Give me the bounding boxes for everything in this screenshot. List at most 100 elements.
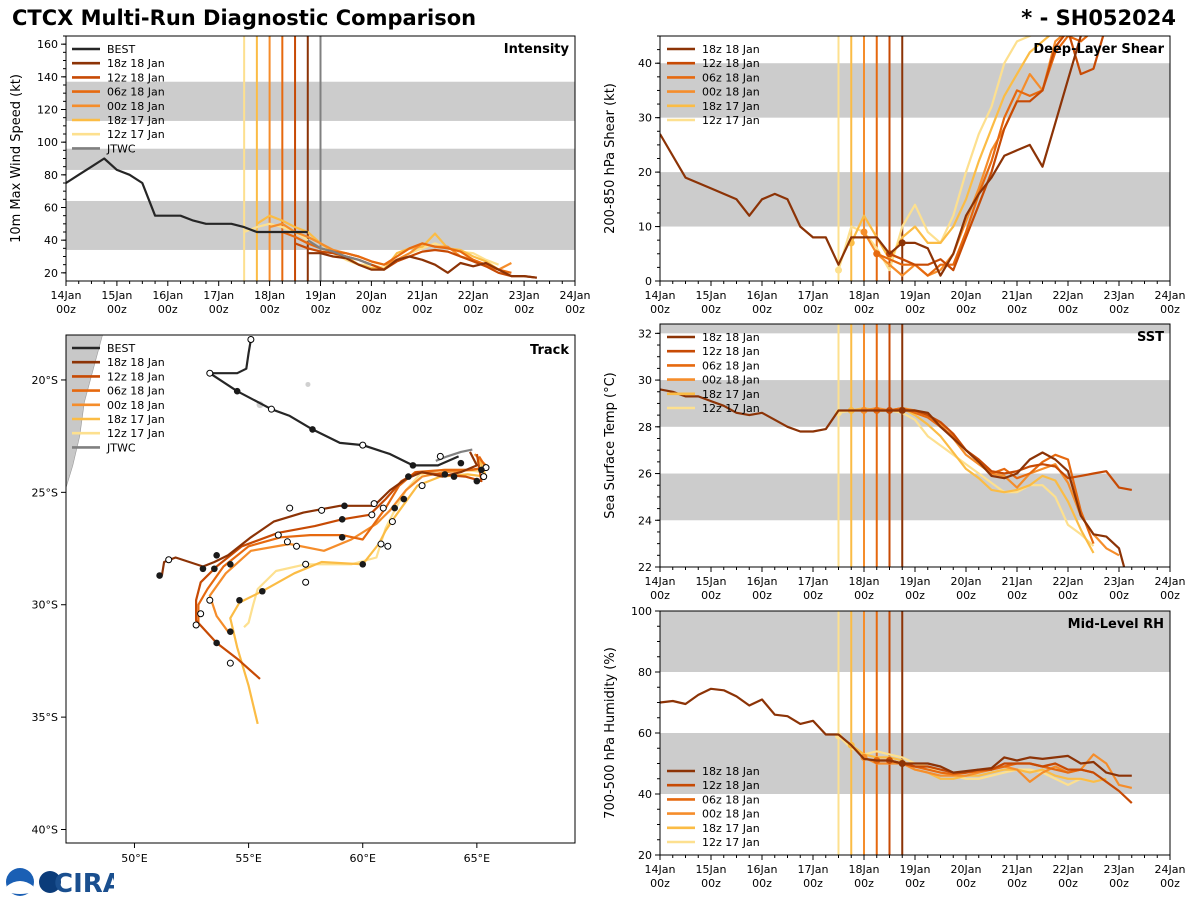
track-marker-00z <box>236 596 243 604</box>
track-marker-00z <box>391 504 398 512</box>
x-tick-sublabel: 00z <box>1160 877 1180 890</box>
panel-rh: 2040608010014Jan00z15Jan00z16Jan00z17Jan… <box>603 605 1185 890</box>
legend-label: 06z 18 Jan <box>107 385 165 398</box>
y-axis-label: 10m Max Wind Speed (kt) <box>9 74 24 243</box>
track-marker-12z <box>418 482 426 490</box>
track-marker-00z <box>341 502 348 510</box>
track-marker-00z <box>258 587 266 595</box>
x-tick-sublabel: 00z <box>362 303 382 316</box>
track-marker-00z <box>227 628 234 636</box>
lat-tick-label: 20°S <box>32 374 58 387</box>
x-tick-label: 17Jan <box>203 289 234 302</box>
legend-label: BEST <box>107 43 135 56</box>
track-marker-00z <box>213 639 220 647</box>
y-tick-label: 20 <box>638 166 652 179</box>
x-tick-sublabel: 00z <box>1058 589 1078 602</box>
legend-label: 06z 18 Jan <box>702 793 760 806</box>
lon-tick-label: 55°E <box>235 852 261 865</box>
panel-label: Track <box>530 343 569 358</box>
y-tick-label: 26 <box>638 468 652 481</box>
x-tick-sublabel: 00z <box>956 877 976 890</box>
track-line-r12z18 <box>195 453 483 680</box>
series-line-r12z18 <box>889 36 1105 272</box>
x-tick-label: 17Jan <box>798 289 829 302</box>
init-point-r00z18 <box>860 228 868 236</box>
track-marker-12z <box>318 506 326 514</box>
x-tick-label: 18Jan <box>849 863 880 876</box>
x-tick-sublabel: 00z <box>260 303 280 316</box>
panel-sst: 22242628303214Jan00z15Jan00z16Jan00z17Ja… <box>603 323 1185 602</box>
x-tick-sublabel: 00z <box>1007 303 1027 316</box>
x-tick-label: 20Jan <box>951 863 982 876</box>
y-tick-label: 30 <box>638 112 652 125</box>
legend-label: 06z 18 Jan <box>107 86 165 99</box>
x-tick-sublabel: 00z <box>854 589 874 602</box>
x-tick-sublabel: 00z <box>514 303 534 316</box>
init-point-r12z17 <box>835 266 842 274</box>
x-tick-sublabel: 00z <box>1109 589 1129 602</box>
series-line-JTWC <box>307 239 372 266</box>
cira-logo: CIRA <box>4 866 123 902</box>
cira-globe-icon <box>39 871 61 893</box>
track-line-r18z17 <box>229 458 488 725</box>
x-tick-sublabel: 00z <box>1007 877 1027 890</box>
x-tick-sublabel: 00z <box>650 877 670 890</box>
x-tick-label: 22Jan <box>1053 863 1084 876</box>
lat-tick-label: 40°S <box>32 824 58 837</box>
legend-label: 06z 18 Jan <box>702 359 760 372</box>
track-marker-12z <box>192 621 200 629</box>
track-marker-12z <box>206 596 214 604</box>
panel-shear: 01020304014Jan00z15Jan00z16Jan00z17Jan00… <box>603 35 1185 316</box>
x-tick-sublabel: 00z <box>107 303 127 316</box>
lat-tick-label: 25°S <box>32 486 58 499</box>
track-marker-12z <box>283 538 291 546</box>
track-marker-12z <box>480 473 488 481</box>
series-line-r00z18 <box>863 36 1064 277</box>
y-tick-label: 32 <box>638 327 652 340</box>
track-marker-00z <box>473 477 481 485</box>
x-tick-sublabel: 00z <box>854 303 874 316</box>
x-tick-sublabel: 00z <box>1058 303 1078 316</box>
series-line-BEST <box>66 157 308 234</box>
x-tick-sublabel: 00z <box>1160 303 1180 316</box>
init-point-r18z18 <box>898 760 906 767</box>
track-marker-00z <box>405 473 412 480</box>
x-tick-label: 14Jan <box>51 289 82 302</box>
x-tick-sublabel: 00z <box>1058 877 1078 890</box>
y-tick-label: 40 <box>44 234 58 247</box>
plot-area <box>660 611 1170 855</box>
y-tick-label: 22 <box>638 561 652 574</box>
lon-tick-label: 50°E <box>121 852 147 865</box>
series-line-r18z18 <box>660 687 1132 777</box>
x-tick-sublabel: 00z <box>803 303 823 316</box>
y-tick-label: 30 <box>638 374 652 387</box>
legend-label: 12z 17 Jan <box>702 114 760 127</box>
x-tick-sublabel: 00z <box>701 589 721 602</box>
legend-label: 00z 18 Jan <box>702 86 760 99</box>
x-tick-label: 18Jan <box>849 575 880 588</box>
legend-label: 12z 17 Jan <box>107 427 165 440</box>
x-tick-sublabel: 00z <box>956 589 976 602</box>
lat-tick-label: 30°S <box>32 599 58 612</box>
x-tick-label: 18Jan <box>254 289 285 302</box>
series-line-r12z18 <box>294 242 537 279</box>
x-tick-label: 16Jan <box>747 289 778 302</box>
track-marker-00z <box>400 495 408 503</box>
track-marker-12z <box>274 531 282 539</box>
x-tick-label: 19Jan <box>305 289 336 302</box>
x-tick-label: 22Jan <box>1053 575 1084 588</box>
threshold-band <box>660 324 1170 334</box>
track-marker-12z <box>377 540 385 548</box>
x-tick-label: 19Jan <box>900 575 931 588</box>
legend-label: 00z 18 Jan <box>107 399 165 412</box>
x-tick-sublabel: 00z <box>752 877 772 890</box>
lon-tick-label: 60°E <box>349 852 375 865</box>
cira-logo-text: CIRA <box>54 869 114 898</box>
x-tick-sublabel: 00z <box>1109 303 1129 316</box>
legend-label: 00z 18 Jan <box>107 100 165 113</box>
x-tick-sublabel: 00z <box>311 303 331 316</box>
x-tick-label: 23Jan <box>509 289 540 302</box>
track-marker-00z <box>156 572 163 579</box>
track-marker-00z <box>213 551 220 559</box>
